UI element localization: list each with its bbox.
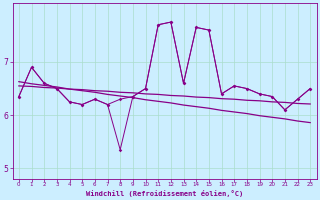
- X-axis label: Windchill (Refroidissement éolien,°C): Windchill (Refroidissement éolien,°C): [86, 190, 243, 197]
